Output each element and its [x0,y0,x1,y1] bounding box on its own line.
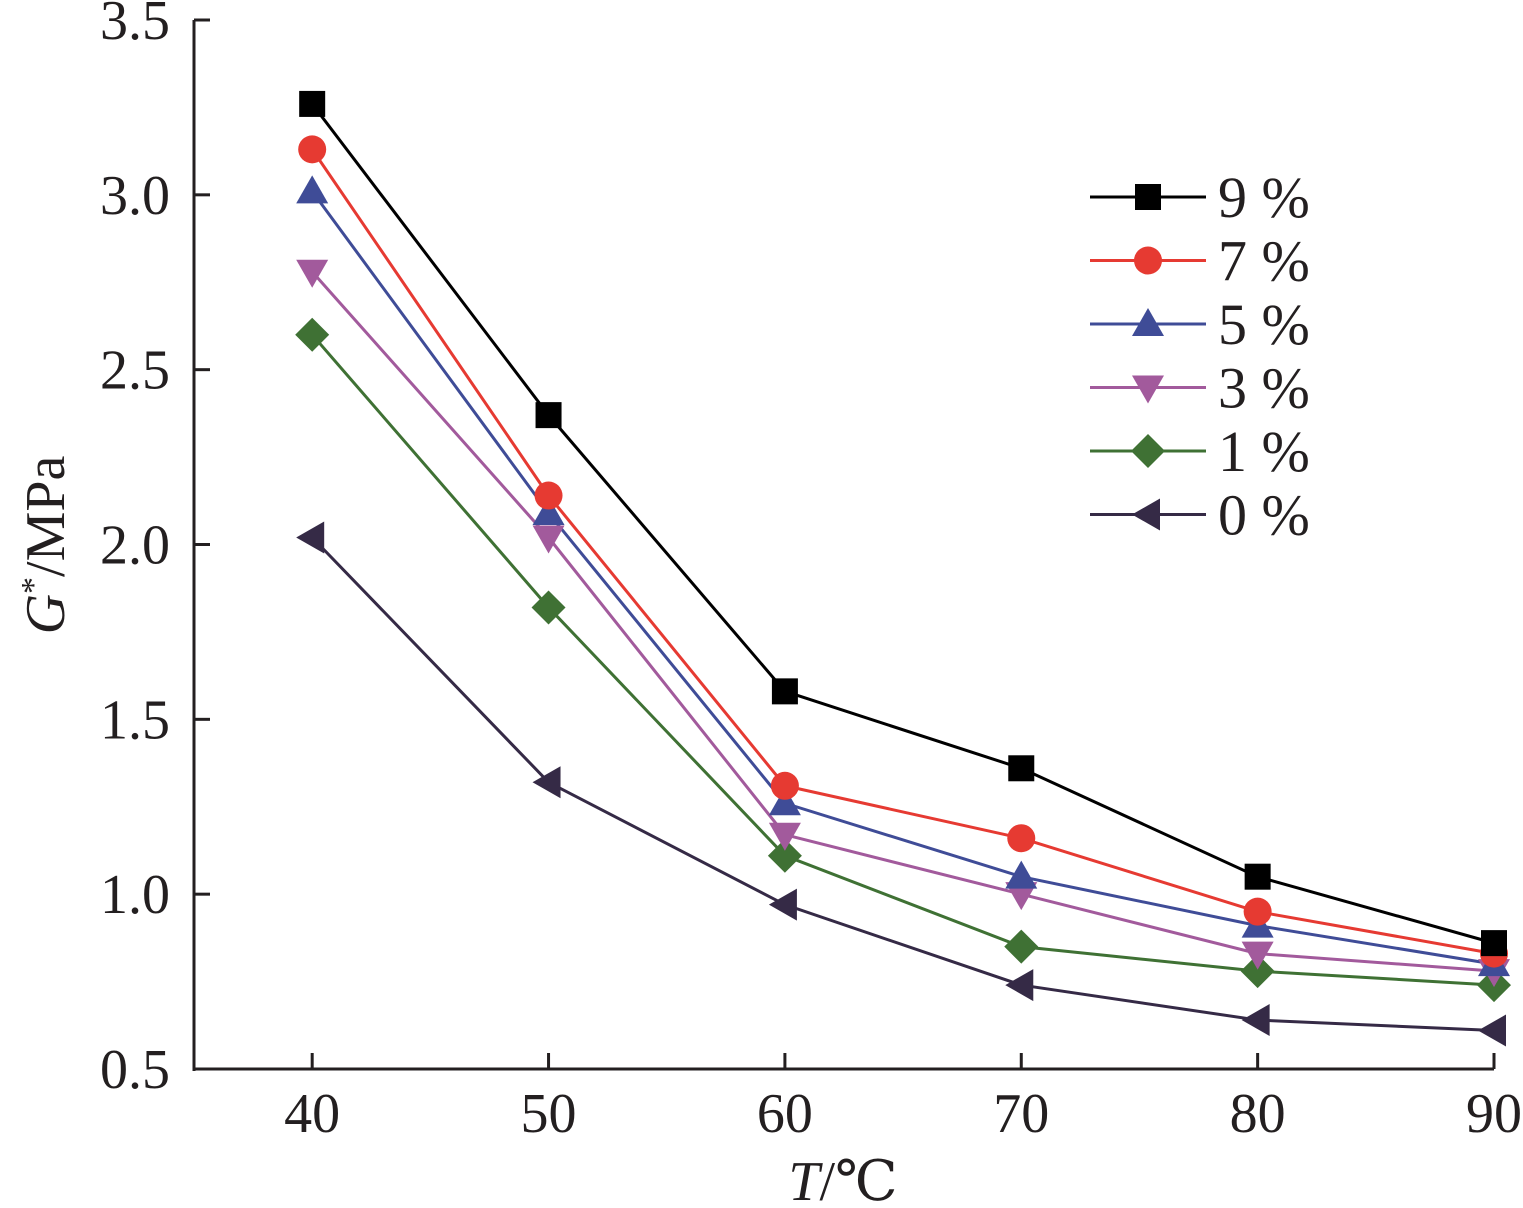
data-point [532,497,565,526]
data-point [531,590,566,625]
data-point [532,766,561,799]
y-tick-label: 3.0 [100,165,170,227]
legend-marker [1132,375,1164,404]
x-tick-label: 60 [757,1083,813,1145]
y-tick-label: 1.0 [100,864,170,926]
legend: 9 %7 %5 %3 %1 %0 % [1090,165,1310,548]
legend-marker [1132,498,1160,531]
data-point [296,521,325,554]
data-point [296,175,329,204]
series-lines [310,103,1495,1033]
data-point [1005,860,1038,889]
y-tick-label: 2.5 [100,340,170,402]
legend-label: 5 % [1218,292,1310,357]
data-point [295,317,330,352]
legend-label: 3 % [1218,356,1310,421]
data-point [534,481,563,510]
legend-marker [1131,434,1165,468]
y-tick-label: 3.5 [100,0,170,52]
data-point [771,678,798,705]
x-tick-label: 80 [1230,1083,1286,1145]
x-tick-label: 70 [993,1083,1049,1145]
data-point [1005,882,1038,911]
data-point [1481,930,1507,957]
data-point [1241,941,1274,970]
x-tick-label: 40 [284,1083,340,1145]
series-line-5 [311,536,1495,1033]
y-tick-label: 0.5 [100,1039,170,1101]
data-point [298,135,327,164]
series-line-4 [311,333,1495,987]
data-point [768,888,797,921]
data-point [767,838,802,873]
series-line-3 [311,270,1495,973]
data-point [532,525,565,554]
series-line-0 [310,103,1495,945]
legend-label: 7 % [1218,229,1310,294]
data-point [1240,954,1275,989]
data-point [1243,897,1272,926]
x-axis-title: T/℃ [788,1151,897,1208]
data-point [535,402,562,429]
legend-label: 0 % [1218,483,1310,548]
data-point [1241,1004,1270,1037]
series-line-1 [310,148,1495,956]
y-tick-label: 1.5 [100,689,170,751]
data-point [770,771,799,800]
data-point [1478,1014,1506,1047]
legend-label: 9 % [1218,165,1310,230]
legend-label: 1 % [1218,419,1310,484]
data-point [296,259,329,288]
data-point [1244,863,1271,890]
legend-marker [1132,308,1164,336]
x-ticks: 40 50 60 70 80 90 [284,1053,1522,1145]
y-axis-title: G*/MPa [15,455,77,634]
legend-marker [1134,246,1162,275]
data-point [768,822,801,851]
series-markers [295,90,1511,1047]
data-point [1004,929,1039,964]
data-point [768,787,801,816]
y-tick-label: 2.0 [100,515,170,577]
y-ticks: 0.5 1.0 1.5 2.0 2.5 3.0 3.5 [100,0,210,1101]
data-point [1008,755,1035,782]
x-tick-label: 90 [1466,1083,1522,1145]
data-point [1007,824,1036,853]
data-point [1005,969,1034,1002]
x-tick-label: 50 [521,1083,577,1145]
legend-marker [1135,184,1161,210]
series-line-2 [310,190,1495,966]
data-point [299,90,326,117]
